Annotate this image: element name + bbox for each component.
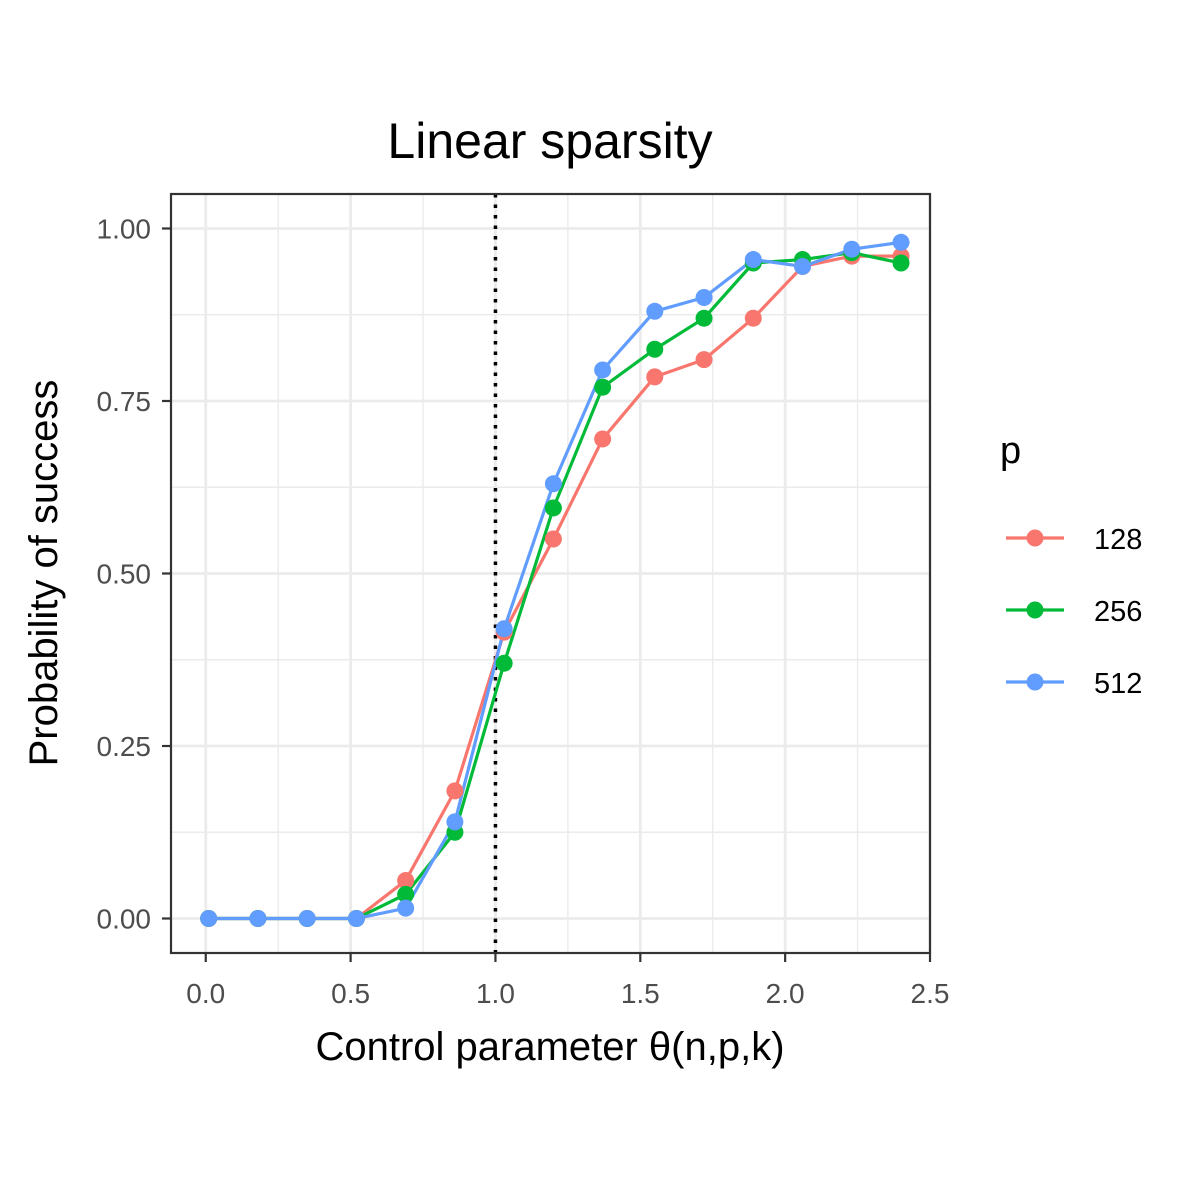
- data-point-512: [794, 257, 812, 275]
- legend: p 128 256 512: [1000, 430, 1142, 700]
- data-point-128: [544, 530, 562, 548]
- data-point-512: [200, 910, 218, 927]
- data-point-256: [892, 254, 910, 272]
- y-axis-title: Probability of success: [22, 380, 66, 767]
- chart-title: Linear sparsity: [387, 113, 712, 169]
- data-point-512: [495, 620, 513, 638]
- x-tick-label: 1.0: [476, 978, 515, 1009]
- x-axis-title: Control parameter θ(n,p,k): [315, 1025, 784, 1069]
- data-point-128: [594, 430, 612, 448]
- data-point-256: [646, 340, 664, 358]
- data-point-256: [544, 499, 562, 517]
- legend-key-point-256: [1026, 601, 1044, 619]
- data-point-512: [594, 361, 612, 379]
- legend-key-point-128: [1026, 529, 1044, 547]
- y-tick-label: 1.00: [97, 214, 152, 245]
- y-tick-label: 0.00: [97, 904, 152, 935]
- x-tick-label: 0.0: [186, 978, 225, 1009]
- x-tick-label: 2.0: [766, 978, 805, 1009]
- data-point-512: [744, 251, 762, 269]
- legend-label-512: 512: [1094, 668, 1142, 700]
- legend-key-point-512: [1026, 673, 1044, 691]
- data-point-512: [347, 910, 365, 927]
- x-tick-label: 1.5: [621, 978, 660, 1009]
- data-point-256: [495, 654, 513, 672]
- x-tick-label: 2.5: [911, 978, 950, 1009]
- data-point-512: [544, 475, 562, 493]
- data-point-128: [695, 351, 713, 369]
- x-tick-label: 0.5: [331, 978, 370, 1009]
- legend-label-256: 256: [1094, 596, 1142, 628]
- data-point-128: [397, 872, 415, 890]
- data-point-512: [646, 302, 664, 320]
- data-point-512: [249, 910, 267, 927]
- y-tick-label: 0.50: [97, 559, 152, 590]
- data-point-512: [298, 910, 316, 927]
- data-point-512: [446, 813, 464, 831]
- data-point-128: [744, 309, 762, 327]
- plot-area: 0.0 0.5 1.0 1.5 2.0 2.5 0.00 0.25 0.50 0.75 1.00: [97, 192, 950, 1009]
- y-tick-label: 0.25: [97, 731, 152, 762]
- data-point-512: [843, 240, 861, 258]
- data-point-256: [397, 885, 415, 903]
- data-point-128: [646, 368, 664, 386]
- y-tick-label: 0.75: [97, 386, 152, 417]
- legend-title: p: [1000, 430, 1021, 472]
- data-point-512: [397, 899, 415, 917]
- data-point-256: [594, 378, 612, 396]
- data-point-512: [892, 233, 910, 251]
- data-point-256: [695, 309, 713, 327]
- legend-label-128: 128: [1094, 524, 1142, 556]
- data-point-128: [446, 782, 464, 800]
- data-point-512: [695, 289, 713, 306]
